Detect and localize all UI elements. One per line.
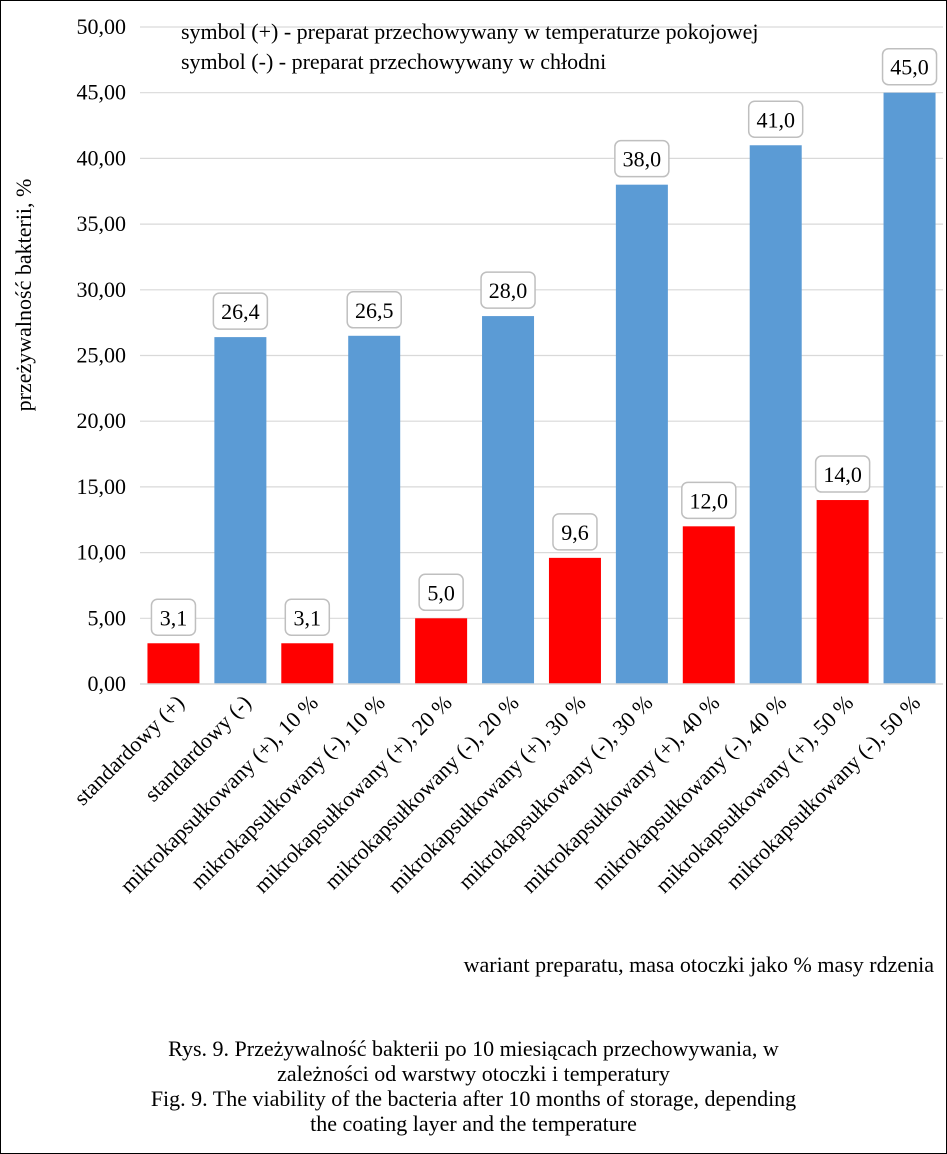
data-label: 5,0 [427,580,455,605]
figure-caption: Rys. 9. Przeżywalność bakterii po 10 mie… [40,1036,907,1136]
bar [816,500,869,684]
bar [281,643,334,684]
data-label: 45,0 [890,55,929,80]
y-tick-label: 0,00 [88,671,127,696]
y-axis-title: przeżywalność bakterii, % [11,179,36,412]
bar [548,557,601,684]
data-label: 26,5 [355,298,394,323]
data-label-box [881,47,938,86]
y-tick-label: 5,00 [88,605,127,630]
caption-line-1: Rys. 9. Przeżywalność bakterii po 10 mie… [168,1036,779,1061]
data-label: 41,0 [756,107,795,132]
y-tick-label: 35,00 [77,211,127,236]
data-label: 38,0 [623,147,662,172]
y-tick-label: 50,00 [77,14,127,39]
bar [615,184,668,684]
data-label: 3,1 [294,605,322,630]
y-tick-label: 45,00 [77,80,127,105]
x-axis-title: wariant preparatu, masa otoczki jako % m… [464,952,935,977]
bar [883,92,936,684]
data-labels: 3,1 26,4 3,1 26,5 5,0 28,0 9,6 38,0 12,0 41,0 14,0… [150,47,938,637]
bars [147,92,936,684]
legend-note-cold-storage: symbol (-) - preparat przechowywany w ch… [181,49,606,74]
y-tick-label: 20,00 [77,408,127,433]
bar [348,335,401,684]
y-tick-label: 10,00 [77,540,127,565]
caption-line-3: Fig. 9. The viability of the bacteria af… [150,1086,797,1111]
data-label-box [346,291,402,329]
data-label: 3,1 [160,605,188,630]
bar [682,526,735,684]
grid-lines [140,26,943,619]
data-label: 14,0 [823,462,862,487]
y-axis-ticks: 0,00 5,00 10,00 15,00 20,00 25,00 30,00 35,00 40… [77,14,127,696]
bar [482,316,535,684]
data-label-box [150,598,197,637]
y-tick-label: 25,00 [77,343,127,368]
bar-chart: 0,00 5,00 10,00 15,00 20,00 25,00 30,00 35,00 40… [11,14,943,977]
bar [415,618,468,684]
legend-note-room-temperature: symbol (+) - preparat przechowywany w te… [181,19,758,44]
x-axis-ticks: standardowy (+)standardowy (-)mikrokapsu… [69,690,925,898]
data-label-box [552,513,598,551]
data-label-box [418,573,464,612]
data-label-box [681,481,737,520]
data-label: 26,4 [221,299,260,324]
bar [749,145,802,684]
bar [147,643,200,684]
data-label: 28,0 [489,278,528,303]
caption-line-2: zależności od warstwy otoczki i temperat… [277,1061,670,1086]
bar [214,337,267,684]
data-label: 12,0 [690,488,729,513]
y-tick-label: 15,00 [77,474,127,499]
data-label-box [212,292,269,330]
y-tick-label: 40,00 [77,145,127,170]
data-label-box [747,100,804,139]
data-label-box [480,271,536,309]
data-label: 9,6 [561,520,589,545]
caption-line-4: the coating layer and the temperature [310,1111,637,1136]
data-label-box [814,455,871,493]
data-label-box [614,139,670,178]
data-label-box [284,598,331,637]
y-tick-label: 30,00 [77,277,127,302]
